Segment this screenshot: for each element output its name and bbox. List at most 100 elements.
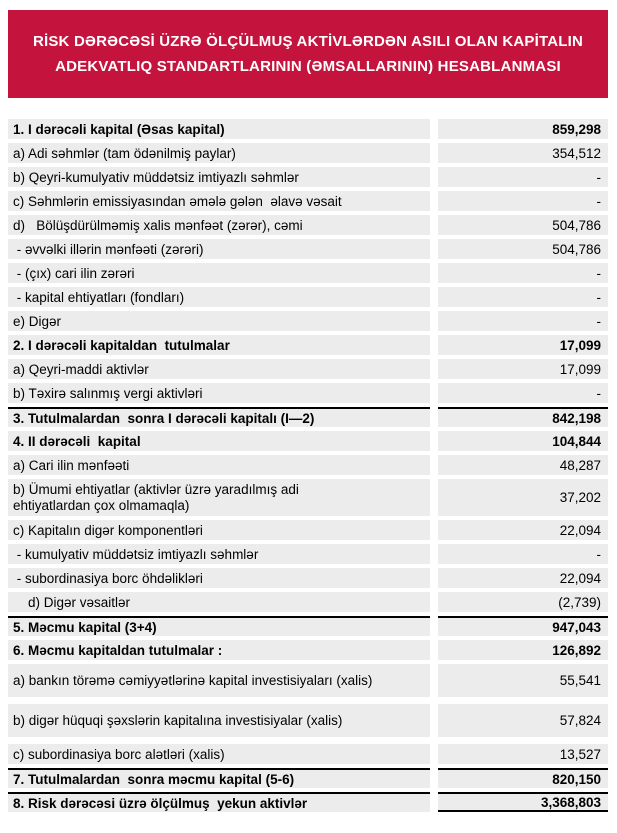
table-row: 7. Tutulmalardan sonra məcmu kapital (5-…	[8, 768, 608, 788]
row-value: 504,786	[438, 239, 608, 259]
table-row: 8. Risk dərəcəsi üzrə ölçülmuş yekun akt…	[8, 792, 608, 812]
row-value: -	[438, 311, 608, 331]
row-value: 48,287	[438, 455, 608, 475]
capital-adequacy-table: 1. I dərəcəli kapital (Əsas kapital) 859…	[8, 119, 608, 816]
row-value: 859,298	[438, 119, 608, 139]
row-label: a) Adi səhmlər (tam ödənilmiş paylar)	[8, 143, 430, 163]
column-gutter	[430, 768, 438, 788]
table-row: a) Cari ilin mənfəəti 48,287	[8, 455, 608, 475]
row-value: -	[438, 287, 608, 307]
column-gutter	[430, 311, 438, 331]
row-label: a) bankın törəmə cəmiyyətlərinə kapital …	[8, 664, 430, 697]
row-label: - kumulyativ müddətsiz imtiyazlı səhmlər	[8, 544, 430, 564]
row-value: -	[438, 191, 608, 211]
table-row: 5. Məcmu kapital (3+4) 947,043	[8, 616, 608, 636]
table-row: c) Kapitalın digər komponentləri 22,094	[8, 520, 608, 540]
table-row: - subordinasiya borc öhdəlikləri 22,094	[8, 568, 608, 588]
column-gutter	[430, 191, 438, 211]
report-title-line-2: ADEKVATLIQ STANDARTLARININ (ƏMSALLARININ…	[55, 58, 561, 75]
table-row: a) Qeyri-maddi aktivlər 17,099	[8, 359, 608, 379]
row-label: c) subordinasiya borc alətləri (xalis)	[8, 744, 430, 764]
row-value: -	[438, 263, 608, 283]
row-value: 55,541	[438, 664, 608, 697]
row-label: 4. II dərəcəli kapital	[8, 431, 430, 451]
table-row: 4. II dərəcəli kapital 104,844	[8, 431, 608, 451]
column-gutter	[430, 239, 438, 259]
table-row: c) subordinasiya borc alətləri (xalis) 1…	[8, 744, 608, 764]
table-row: - əvvəlki illərin mənfəəti (zərəri) 504,…	[8, 239, 608, 259]
row-label: - əvvəlki illərin mənfəəti (zərəri)	[8, 239, 430, 259]
column-gutter	[430, 263, 438, 283]
column-gutter	[430, 407, 438, 427]
column-gutter	[430, 215, 438, 235]
row-value: 13,527	[438, 744, 608, 764]
report-title-banner: RİSK DƏRƏCƏSİ ÜZRƏ ÖLÇÜLMUŞ AKTİVLƏRDƏN …	[8, 10, 608, 98]
table-row: c) Səhmlərin emissiyasından əmələ gələn …	[8, 191, 608, 211]
column-gutter	[430, 592, 438, 612]
table-row: - kumulyativ müddətsiz imtiyazlı səhmlər…	[8, 544, 608, 564]
row-value: 504,786	[438, 215, 608, 235]
row-label: b) digər hüquqi şəxslərin kapitalına inv…	[8, 704, 430, 737]
row-label: c) Kapitalın digər komponentləri	[8, 520, 430, 540]
column-gutter	[430, 479, 438, 516]
table-row: b) Qeyri-kumulyativ müddətsiz imtiyazlı …	[8, 167, 608, 187]
table-row: 6. Məcmu kapitaldan tutulmalar : 126,892	[8, 640, 608, 660]
row-label: b) Təxirə salınmış vergi aktivləri	[8, 383, 430, 403]
table-row: a) Adi səhmlər (tam ödənilmiş paylar) 35…	[8, 143, 608, 163]
row-label: b) Ümumi ehtiyatlar (aktivlər üzrə yarad…	[8, 479, 430, 516]
row-label: d) Bölüşdürülməmiş xalis mənfəət (zərər)…	[8, 215, 430, 235]
row-value: 17,099	[438, 335, 608, 355]
column-gutter	[430, 167, 438, 187]
row-label: 3. Tutulmalardan sonra I dərəcəli kapita…	[8, 407, 430, 427]
table-row: 3. Tutulmalardan sonra I dərəcəli kapita…	[8, 407, 608, 427]
column-gutter	[430, 455, 438, 475]
row-label: e) Digər	[8, 311, 430, 331]
row-value: -	[438, 544, 608, 564]
column-gutter	[430, 520, 438, 540]
column-gutter	[430, 359, 438, 379]
row-label: b) Qeyri-kumulyativ müddətsiz imtiyazlı …	[8, 167, 430, 187]
column-gutter	[430, 383, 438, 403]
column-gutter	[430, 744, 438, 764]
column-gutter	[430, 287, 438, 307]
row-label: d) Digər vəsaitlər	[8, 592, 430, 612]
table-row: - (çıx) cari ilin zərəri -	[8, 263, 608, 283]
row-value: (2,739)	[438, 592, 608, 612]
row-value: 3,368,803	[438, 792, 608, 812]
row-value: 22,094	[438, 520, 608, 540]
row-value: 37,202	[438, 479, 608, 516]
column-gutter	[430, 616, 438, 636]
table-row: 2. I dərəcəli kapitaldan tutulmalar 17,0…	[8, 335, 608, 355]
row-label: a) Cari ilin mənfəəti	[8, 455, 430, 475]
row-label: a) Qeyri-maddi aktivlər	[8, 359, 430, 379]
column-gutter	[430, 119, 438, 139]
row-label: c) Səhmlərin emissiyasından əmələ gələn …	[8, 191, 430, 211]
row-label: 8. Risk dərəcəsi üzrə ölçülmuş yekun akt…	[8, 792, 430, 812]
row-label: 1. I dərəcəli kapital (Əsas kapital)	[8, 119, 430, 139]
column-gutter	[430, 335, 438, 355]
report-title-line-1: RİSK DƏRƏCƏSİ ÜZRƏ ÖLÇÜLMUŞ AKTİVLƏRDƏN …	[32, 33, 584, 50]
row-label: 7. Tutulmalardan sonra məcmu kapital (5-…	[8, 768, 430, 788]
column-gutter	[430, 704, 438, 737]
table-row: d) Bölüşdürülməmiş xalis mənfəət (zərər)…	[8, 215, 608, 235]
column-gutter	[430, 544, 438, 564]
row-label: 5. Məcmu kapital (3+4)	[8, 616, 430, 636]
row-value: 842,198	[438, 407, 608, 427]
row-value: -	[438, 167, 608, 187]
row-value: 57,824	[438, 704, 608, 737]
row-label: - (çıx) cari ilin zərəri	[8, 263, 430, 283]
row-value: 126,892	[438, 640, 608, 660]
table-row: d) Digər vəsaitlər (2,739)	[8, 592, 608, 612]
column-gutter	[430, 640, 438, 660]
column-gutter	[430, 431, 438, 451]
row-value: 820,150	[438, 768, 608, 788]
table-row: b) digər hüquqi şəxslərin kapitalına inv…	[8, 704, 608, 737]
column-gutter	[430, 664, 438, 697]
table-row: - kapital ehtiyatları (fondları) -	[8, 287, 608, 307]
table-row: a) bankın törəmə cəmiyyətlərinə kapital …	[8, 664, 608, 697]
table-row: b) Təxirə salınmış vergi aktivləri -	[8, 383, 608, 403]
row-label: 6. Məcmu kapitaldan tutulmalar :	[8, 640, 430, 660]
table-row: b) Ümumi ehtiyatlar (aktivlər üzrə yarad…	[8, 479, 608, 516]
row-value: 354,512	[438, 143, 608, 163]
column-gutter	[430, 143, 438, 163]
